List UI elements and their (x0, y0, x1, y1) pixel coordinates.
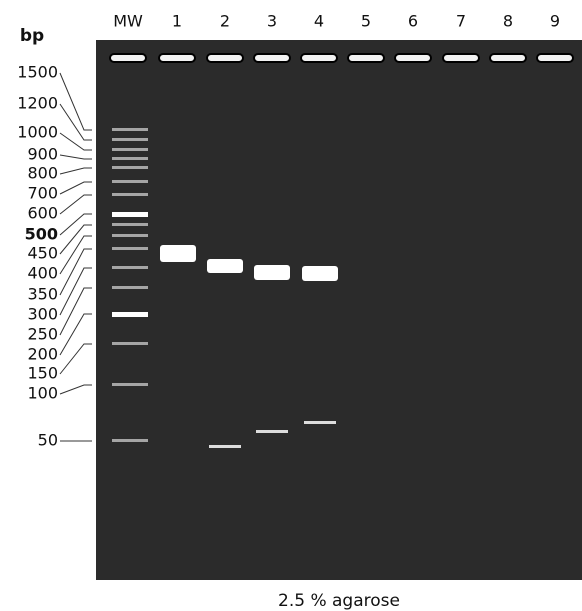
sample-band (256, 430, 288, 433)
sample-band (209, 445, 241, 448)
lane-label: 6 (408, 12, 418, 31)
ladder-label: 600 (27, 204, 58, 223)
well (254, 54, 290, 62)
caption: 2.5 % agarose (278, 591, 400, 611)
well (537, 54, 573, 62)
ladder-label: 300 (27, 305, 58, 324)
leader-line (60, 385, 92, 394)
ladder-band (112, 383, 148, 386)
well (207, 54, 243, 62)
ladder-label: 100 (27, 384, 58, 403)
ladder-band (112, 439, 148, 442)
ladder-label: 800 (27, 164, 58, 183)
leader-line (60, 182, 92, 194)
ladder-band (112, 234, 148, 237)
gel-figure: bp 2.5 % agarose MW 1 2 3 4 5 6 7 8 9 1500 1200 1000… (0, 0, 582, 611)
leader-line (60, 268, 92, 315)
lane-label: 4 (314, 12, 324, 31)
ladder-band (112, 128, 148, 131)
ladder-label: 50 (38, 431, 58, 450)
ladder-band (112, 342, 148, 345)
ladder-band (112, 266, 148, 269)
sample-band (304, 421, 336, 424)
lane-label: 2 (220, 12, 230, 31)
ladder-label: 500 (25, 225, 58, 244)
ladder-band (112, 247, 148, 250)
ladder-band (112, 193, 148, 196)
well (110, 54, 146, 62)
ladder-band (112, 138, 148, 141)
leader-line (60, 314, 92, 355)
unit-label: bp (20, 26, 44, 46)
sample-band (207, 259, 243, 273)
ladder-band (112, 148, 148, 151)
lane-label: 9 (550, 12, 560, 31)
ladder-band (112, 312, 148, 317)
ladder-band (112, 286, 148, 289)
ladder-band (112, 180, 148, 183)
sample-band (160, 245, 196, 262)
sample-band (302, 266, 338, 281)
ladder-label: 150 (27, 364, 58, 383)
leader-line (60, 168, 92, 174)
lane-label: 7 (456, 12, 466, 31)
ladder-label: 700 (27, 184, 58, 203)
ladder-label: 900 (27, 145, 58, 164)
ladder-band (112, 157, 148, 160)
leader-line (60, 195, 92, 214)
well (159, 54, 195, 62)
ladder-label: 1200 (17, 94, 58, 113)
ladder-label: 1500 (17, 63, 58, 82)
well (443, 54, 479, 62)
lane-label: 8 (503, 12, 513, 31)
ladder-label: 250 (27, 325, 58, 344)
well (490, 54, 526, 62)
ladder-label: 450 (27, 244, 58, 263)
gel (96, 40, 582, 580)
ladder-label: 400 (27, 264, 58, 283)
leader-line (60, 155, 92, 159)
leader-line (60, 225, 92, 254)
sample-band (254, 265, 290, 280)
lane-label: 5 (361, 12, 371, 31)
leader-line (60, 104, 92, 140)
well (395, 54, 431, 62)
ladder-band (112, 212, 148, 217)
ladder-band (112, 223, 148, 226)
ladder-label: 200 (27, 345, 58, 364)
lane-label: 3 (267, 12, 277, 31)
leader-line (60, 344, 92, 374)
leader-line (60, 133, 92, 150)
lane-label: 1 (172, 12, 182, 31)
ladder-band (112, 166, 148, 169)
well (301, 54, 337, 62)
leader-line (60, 73, 92, 130)
well (348, 54, 384, 62)
ladder-label: 1000 (17, 123, 58, 142)
ladder-label: 350 (27, 285, 58, 304)
lane-label: MW (113, 12, 143, 31)
